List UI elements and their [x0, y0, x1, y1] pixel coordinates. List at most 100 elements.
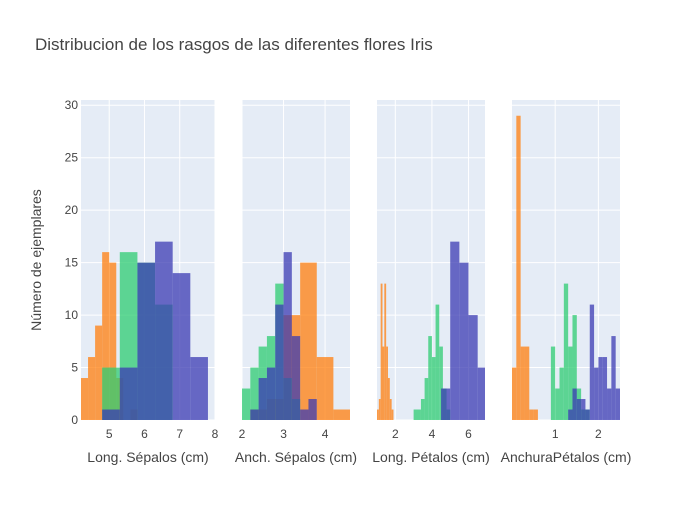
bars-group [512, 115, 620, 420]
y-axis-title: Número de ejemplares [28, 189, 44, 331]
histogram-bar [333, 409, 350, 420]
histogram-bar [468, 315, 478, 420]
histogram-bar [81, 378, 89, 420]
histogram-bar [380, 283, 383, 420]
histogram-bar [477, 367, 485, 420]
histogram-bar [585, 409, 590, 420]
x-tick-label: 2 [392, 427, 399, 441]
histogram-bar [389, 399, 392, 420]
histogram-bar [413, 409, 421, 420]
histogram-bar [387, 378, 390, 420]
histogram-bar [300, 262, 317, 420]
histogram-bar [250, 409, 259, 420]
histogram-bar [275, 304, 284, 420]
x-tick-label: 8 [212, 427, 219, 441]
histogram-bar [377, 409, 379, 420]
histogram-bar [568, 346, 573, 420]
histogram-bar [594, 367, 599, 420]
y-tick-label: 20 [65, 203, 79, 217]
histogram-bar [572, 388, 577, 420]
histogram-bar [602, 357, 608, 420]
histogram-bar [137, 262, 156, 420]
x-tick-label: 7 [176, 427, 183, 441]
y-tick-label: 30 [65, 98, 79, 112]
histogram-bar [439, 346, 443, 420]
histogram-bar [266, 367, 276, 420]
x-axis-title: Long. Sépalos (cm) [87, 449, 208, 465]
histogram-bar [559, 367, 564, 420]
y-tick-label: 5 [71, 361, 78, 375]
x-tick-label: 5 [106, 427, 113, 441]
histogram-bar [172, 273, 191, 420]
x-axis-title: Long. Pétalos (cm) [372, 449, 490, 465]
y-tick-label: 15 [65, 256, 79, 270]
y-tick-label: 10 [65, 308, 79, 322]
histogram-bar [516, 115, 521, 420]
histogram-bar [391, 409, 394, 420]
x-tick-label: 6 [465, 427, 472, 441]
histogram-bar [611, 336, 616, 420]
histogram-bar [615, 388, 620, 420]
histogram-bar [291, 336, 301, 420]
histogram-bar [607, 388, 612, 420]
histogram-bar [576, 399, 582, 420]
histogram-bar [258, 378, 267, 420]
histogram-bar [386, 346, 388, 420]
histogram-bar [459, 262, 469, 420]
chart-title: Distribucion de los rasgos de las difere… [35, 35, 433, 54]
histogram-bar [550, 346, 556, 420]
histogram-bar [581, 399, 586, 420]
x-tick-label: 2 [595, 427, 602, 441]
histogram-bar [589, 304, 595, 420]
histogram-bar [102, 367, 120, 420]
histogram-bar [520, 346, 525, 420]
x-tick-label: 4 [429, 427, 436, 441]
subplot-4: 1 2 AnchuraPétalos (cm) [501, 100, 632, 465]
histogram-bar [435, 304, 440, 420]
histogram-bar [431, 357, 436, 420]
x-tick-label: 1 [552, 427, 559, 441]
histogram-bar [88, 357, 96, 420]
bars-group [242, 252, 350, 420]
histogram-bar [102, 409, 120, 420]
x-axis-title: AnchuraPétalos (cm) [501, 449, 632, 465]
histogram-bar [533, 409, 538, 420]
subplot-3: 2 4 6 Long. Pétalos (cm) [372, 100, 490, 465]
histogram-bar [190, 357, 208, 420]
histogram-bar [155, 241, 173, 420]
histogram-bar [384, 283, 387, 420]
histogram-bar [119, 367, 138, 420]
subplot-2: 2 3 4 Anch. Sépalos (cm) [235, 100, 357, 465]
histogram-bar [250, 367, 259, 420]
histogram-bar [95, 325, 103, 420]
bars-group [377, 241, 485, 420]
histogram-bar [102, 252, 110, 420]
histogram-bar [529, 409, 534, 420]
x-tick-label: 3 [280, 427, 287, 441]
histogram-bar [308, 399, 317, 420]
histogram-bar [420, 399, 425, 420]
subplot-1: 5 6 7 8 Long. Sépalos (cm) 0 5 10 15 20 25 30 [65, 98, 219, 465]
x-axis-title: Anch. Sépalos (cm) [235, 449, 357, 465]
histogram-bar [598, 357, 603, 420]
histogram-bar [424, 378, 429, 420]
histogram-bar [555, 388, 560, 420]
histogram-bar [378, 399, 381, 420]
histogram-bar [242, 388, 251, 420]
histogram-bar [450, 241, 460, 420]
histogram-bar [512, 367, 517, 420]
x-tick-label: 2 [239, 427, 246, 441]
y-tick-label: 0 [71, 413, 78, 427]
histogram-bar [441, 388, 451, 420]
histogram-bar [568, 409, 573, 420]
histogram-bar [572, 315, 577, 420]
histogram-bar [300, 409, 309, 420]
histogram-bar [283, 252, 292, 420]
histogram-bar [524, 346, 530, 420]
x-tick-label: 6 [141, 427, 148, 441]
histogram-bar [316, 357, 334, 420]
bars-group [81, 241, 208, 420]
x-tick-label: 4 [322, 427, 329, 441]
